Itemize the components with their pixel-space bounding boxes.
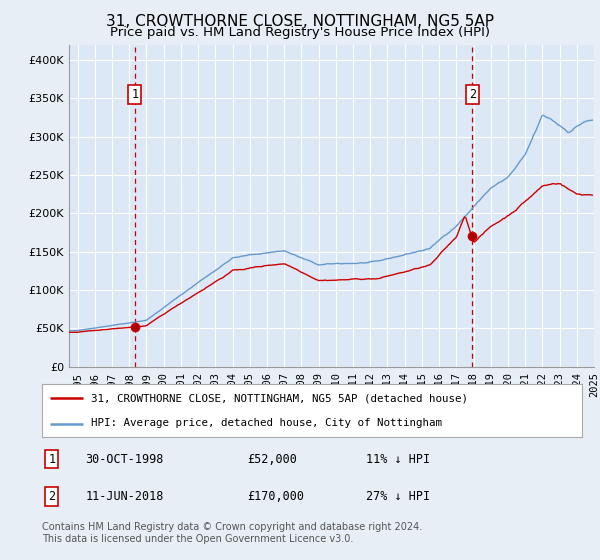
Text: 1: 1 <box>48 452 55 465</box>
Text: 2: 2 <box>48 491 55 503</box>
Text: £52,000: £52,000 <box>247 452 297 465</box>
Text: Price paid vs. HM Land Registry's House Price Index (HPI): Price paid vs. HM Land Registry's House … <box>110 26 490 39</box>
Text: 31, CROWTHORNE CLOSE, NOTTINGHAM, NG5 5AP: 31, CROWTHORNE CLOSE, NOTTINGHAM, NG5 5A… <box>106 14 494 29</box>
Text: £170,000: £170,000 <box>247 491 304 503</box>
Text: 11% ↓ HPI: 11% ↓ HPI <box>366 452 430 465</box>
Text: 30-OCT-1998: 30-OCT-1998 <box>85 452 164 465</box>
Text: 11-JUN-2018: 11-JUN-2018 <box>85 491 164 503</box>
Text: 31, CROWTHORNE CLOSE, NOTTINGHAM, NG5 5AP (detached house): 31, CROWTHORNE CLOSE, NOTTINGHAM, NG5 5A… <box>91 394 467 404</box>
Text: 27% ↓ HPI: 27% ↓ HPI <box>366 491 430 503</box>
Text: HPI: Average price, detached house, City of Nottingham: HPI: Average price, detached house, City… <box>91 418 442 428</box>
Text: 2: 2 <box>469 88 476 101</box>
Text: Contains HM Land Registry data © Crown copyright and database right 2024.
This d: Contains HM Land Registry data © Crown c… <box>42 522 422 544</box>
Text: 1: 1 <box>131 88 139 101</box>
